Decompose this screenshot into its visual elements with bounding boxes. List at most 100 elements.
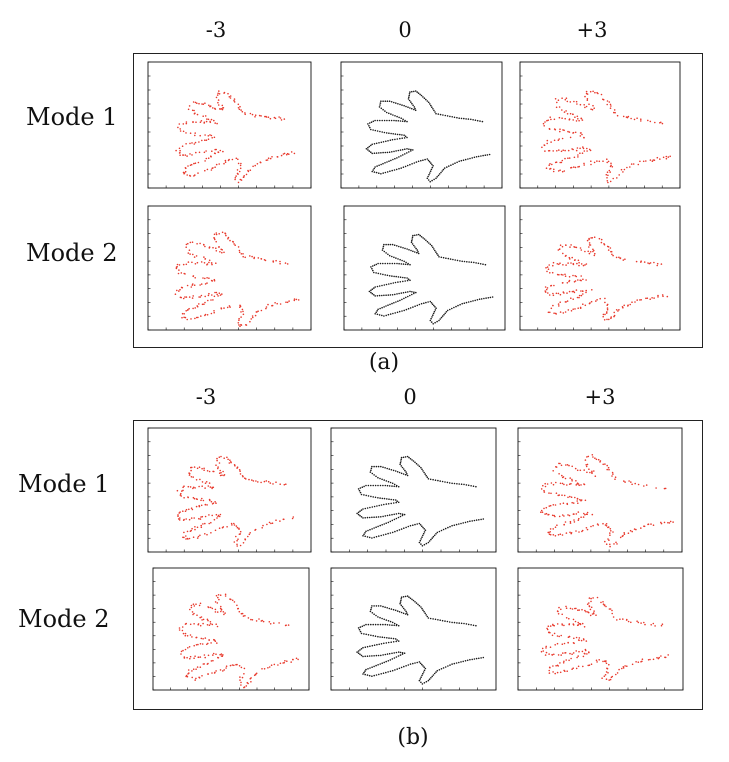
shape-point <box>418 661 421 663</box>
shape-point <box>218 163 220 165</box>
panel-a-column-label-minus3: -3 <box>205 18 227 42</box>
shape-point <box>238 251 241 254</box>
shape-point <box>421 536 423 538</box>
shape-point <box>446 620 449 623</box>
shape-point <box>401 606 404 608</box>
shape-point <box>581 152 584 154</box>
shape-point <box>579 306 582 309</box>
shape-point <box>411 291 413 293</box>
shape-point <box>400 292 403 294</box>
shape-point <box>182 510 184 512</box>
shape-point <box>608 663 610 666</box>
shape-point <box>545 167 548 169</box>
shape-point <box>663 487 666 490</box>
shape-point <box>465 623 468 625</box>
shape-point <box>570 244 572 246</box>
shape-point <box>215 233 218 236</box>
shape-point <box>383 503 385 506</box>
shape-point <box>249 169 252 171</box>
shape-point <box>558 274 560 276</box>
shape-point <box>589 90 592 93</box>
shape-point <box>662 156 665 159</box>
shape-point <box>203 469 205 471</box>
shape-point <box>555 466 558 468</box>
shape-point <box>568 118 571 120</box>
shape-point <box>191 611 194 613</box>
shape-point <box>568 256 571 259</box>
shape-point <box>565 464 567 466</box>
shape-point <box>186 309 189 311</box>
shape-point <box>434 306 436 308</box>
shape-point <box>191 670 193 672</box>
plot-a-mode2-plus3 <box>519 205 681 331</box>
shape-point <box>448 482 451 484</box>
shape-point <box>664 487 667 490</box>
shape-point <box>563 170 566 172</box>
shape-point <box>453 116 456 119</box>
shape-point <box>402 276 404 279</box>
shape-point <box>379 663 381 665</box>
shape-point <box>404 609 406 611</box>
shape-point <box>568 659 570 662</box>
shape-point <box>545 645 547 648</box>
shape-point <box>223 669 225 671</box>
shape-point <box>402 607 405 610</box>
shape-point <box>200 499 202 502</box>
shape-point <box>427 617 430 619</box>
shape-point <box>483 297 485 300</box>
shape-point <box>191 676 193 679</box>
shape-point <box>365 633 367 636</box>
shape-point <box>623 304 625 307</box>
shape-point <box>372 169 374 171</box>
shape-point <box>607 174 609 177</box>
shape-point <box>592 104 594 107</box>
shape-point <box>356 651 358 653</box>
shape-point <box>383 284 386 286</box>
shape-point <box>395 301 397 303</box>
shape-point <box>580 290 582 292</box>
shape-point <box>564 117 566 120</box>
shape-point <box>568 131 571 133</box>
shape-point <box>381 497 384 500</box>
shape-point <box>449 308 451 311</box>
shape-point <box>572 274 574 277</box>
shape-point <box>377 525 379 528</box>
shape-point <box>368 150 371 152</box>
shape-point <box>379 484 382 487</box>
shape-point <box>188 518 191 521</box>
shape-point <box>377 635 379 638</box>
shape-point <box>548 492 550 494</box>
shape-point <box>593 610 595 612</box>
shape-point <box>408 99 411 102</box>
shape-point <box>211 623 214 626</box>
shape-point <box>551 514 554 517</box>
shape-point <box>207 157 210 159</box>
shape-point <box>614 476 617 478</box>
shape-point <box>637 163 640 166</box>
shape-point <box>385 305 387 307</box>
shape-point <box>184 273 186 275</box>
shape-point <box>609 543 611 546</box>
shape-point <box>379 524 381 527</box>
shape-point <box>540 488 543 490</box>
shape-point <box>636 299 638 301</box>
shape-point <box>189 486 192 488</box>
shape-point <box>410 101 412 103</box>
shape-point <box>188 508 190 511</box>
shape-point <box>178 290 180 292</box>
shape-point <box>405 296 407 299</box>
shape-point <box>615 673 617 676</box>
shape-point <box>382 141 385 143</box>
shape-point <box>231 158 234 161</box>
shape-point <box>582 303 584 305</box>
shape-point <box>229 239 231 242</box>
shape-point <box>424 529 427 531</box>
shape-point <box>278 116 280 118</box>
shape-point <box>382 484 384 487</box>
shape-point <box>196 305 198 307</box>
shape-point <box>577 166 579 168</box>
shape-point <box>557 249 560 251</box>
shape-point <box>426 476 429 478</box>
shape-point <box>602 98 604 101</box>
shape-point <box>190 606 193 609</box>
